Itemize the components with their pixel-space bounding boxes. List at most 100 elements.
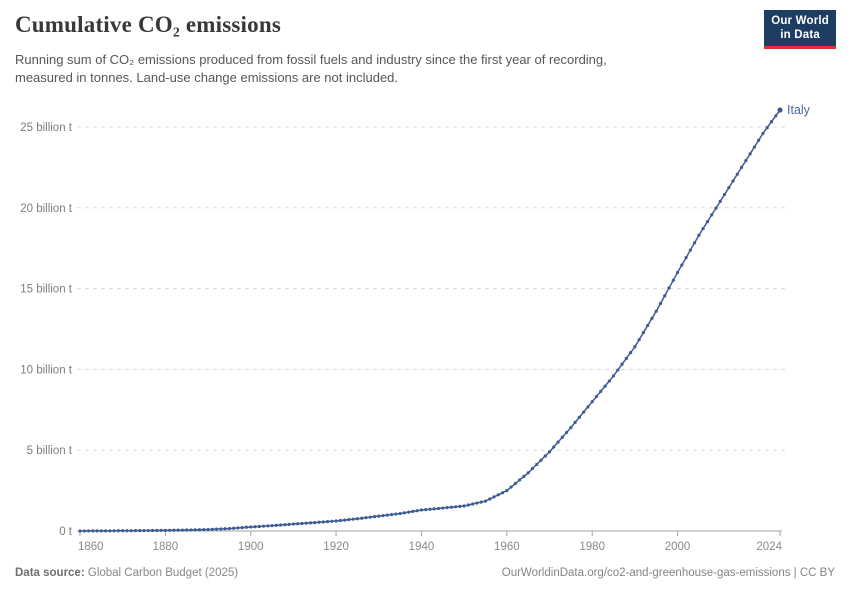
data-point-marker (142, 529, 146, 533)
data-point-marker (496, 493, 500, 497)
data-point-marker (150, 528, 155, 533)
data-point-marker (479, 500, 483, 504)
data-point-marker (155, 528, 159, 533)
data-point-marker (394, 512, 398, 516)
data-point-marker (334, 519, 338, 523)
data-point-marker (99, 529, 103, 533)
data-point-marker (705, 220, 710, 224)
x-axis-tick-label: 1960 (494, 541, 520, 553)
data-point-marker (172, 528, 176, 532)
x-axis-tick-label: 1920 (323, 541, 349, 553)
data-point-marker (530, 467, 535, 471)
data-point-marker (146, 528, 150, 533)
data-point-marker (385, 513, 389, 517)
data-point-marker (594, 394, 599, 399)
data-point-marker (590, 400, 594, 404)
data-point-marker (419, 508, 424, 512)
data-point-marker (710, 213, 714, 217)
data-source-value: Global Carbon Budget (2025) (87, 567, 239, 579)
data-point-marker (185, 528, 189, 532)
data-point-marker (603, 384, 607, 388)
data-point-marker (688, 248, 692, 252)
page-title: Cumulative CO₂ emissions (15, 12, 281, 37)
data-point-marker (718, 199, 722, 203)
data-point-marker (121, 529, 125, 533)
data-point-marker (377, 514, 381, 518)
data-point-marker (518, 478, 522, 482)
data-point-marker (240, 526, 244, 530)
data-point-marker (325, 520, 330, 524)
data-point-marker (78, 529, 82, 533)
data-point-marker (300, 521, 304, 526)
owid-url-link[interactable]: OurWorldinData.org/co2-and-greenhouse-ga… (501, 567, 835, 579)
data-point-marker (338, 518, 342, 523)
x-axis-tick-label: 1980 (579, 541, 605, 553)
data-point-marker (650, 316, 654, 320)
data-point-marker (658, 301, 663, 306)
data-point-marker (616, 368, 620, 372)
chart-footer: Data source: Global Carbon Budget (2025)… (15, 567, 835, 579)
data-point-marker (547, 450, 552, 454)
series-entity-label[interactable]: Italy (787, 103, 811, 117)
data-point-marker (671, 278, 675, 282)
data-point-marker (582, 410, 586, 414)
data-point-marker (138, 529, 142, 533)
data-point-marker (227, 526, 231, 531)
data-point-marker (82, 529, 86, 533)
data-point-marker (214, 527, 219, 531)
data-point-marker (86, 529, 91, 533)
data-source-label: Data source: (15, 567, 85, 579)
data-point-marker (629, 350, 633, 355)
data-point-marker (552, 445, 556, 449)
data-point-marker (180, 528, 185, 532)
data-point-marker (701, 226, 705, 231)
data-point-marker (261, 524, 266, 528)
data-point-marker (189, 528, 193, 532)
y-axis-tick-label: 10 billion t (20, 364, 73, 376)
data-point-marker (646, 323, 650, 328)
data-point-marker (611, 374, 616, 378)
data-point-marker (607, 379, 611, 383)
data-point-marker (731, 179, 735, 183)
x-axis-tick-label: 1880 (153, 541, 179, 553)
data-point-marker (321, 520, 325, 524)
data-point-marker (291, 522, 296, 526)
data-point-marker (244, 525, 249, 529)
data-point-marker (573, 420, 577, 424)
data-point-marker (564, 430, 569, 435)
data-point-marker (364, 516, 368, 520)
data-point-marker (163, 528, 167, 532)
y-axis-tick-label: 20 billion t (20, 203, 73, 215)
data-point-marker (569, 425, 573, 430)
x-axis-tick-label: 1860 (78, 541, 104, 553)
data-point-marker (308, 521, 313, 525)
data-point-marker (774, 114, 778, 118)
data-point-marker (279, 523, 283, 527)
y-axis-tick-label: 25 billion t (20, 122, 73, 134)
data-point-marker (714, 206, 718, 210)
data-point-marker (722, 192, 727, 197)
data-point-marker (675, 270, 680, 275)
data-point-marker (274, 523, 278, 527)
data-point-marker (249, 525, 253, 529)
data-point-marker (765, 126, 769, 130)
data-point-marker (360, 516, 364, 520)
owid-logo[interactable]: Our World in Data (764, 10, 836, 49)
data-point-marker (445, 506, 449, 510)
data-point-marker (411, 509, 415, 514)
data-point-marker (223, 527, 227, 531)
data-point-marker (206, 527, 210, 532)
data-point-marker (330, 519, 334, 523)
data-point-marker (436, 506, 441, 511)
data-point-marker (176, 528, 180, 532)
data-point-marker (667, 286, 671, 290)
data-point-marker (475, 501, 479, 505)
data-point-marker (168, 528, 172, 532)
owid-logo-line1: Our World (771, 15, 829, 27)
data-point-marker (355, 517, 360, 521)
data-point-marker (441, 506, 445, 510)
emissions-line-chart[interactable]: 0 t 5 billion t 10 billion t 15 billion t 20… (0, 100, 850, 562)
data-point-marker (193, 528, 197, 532)
data-point-marker (415, 509, 419, 513)
